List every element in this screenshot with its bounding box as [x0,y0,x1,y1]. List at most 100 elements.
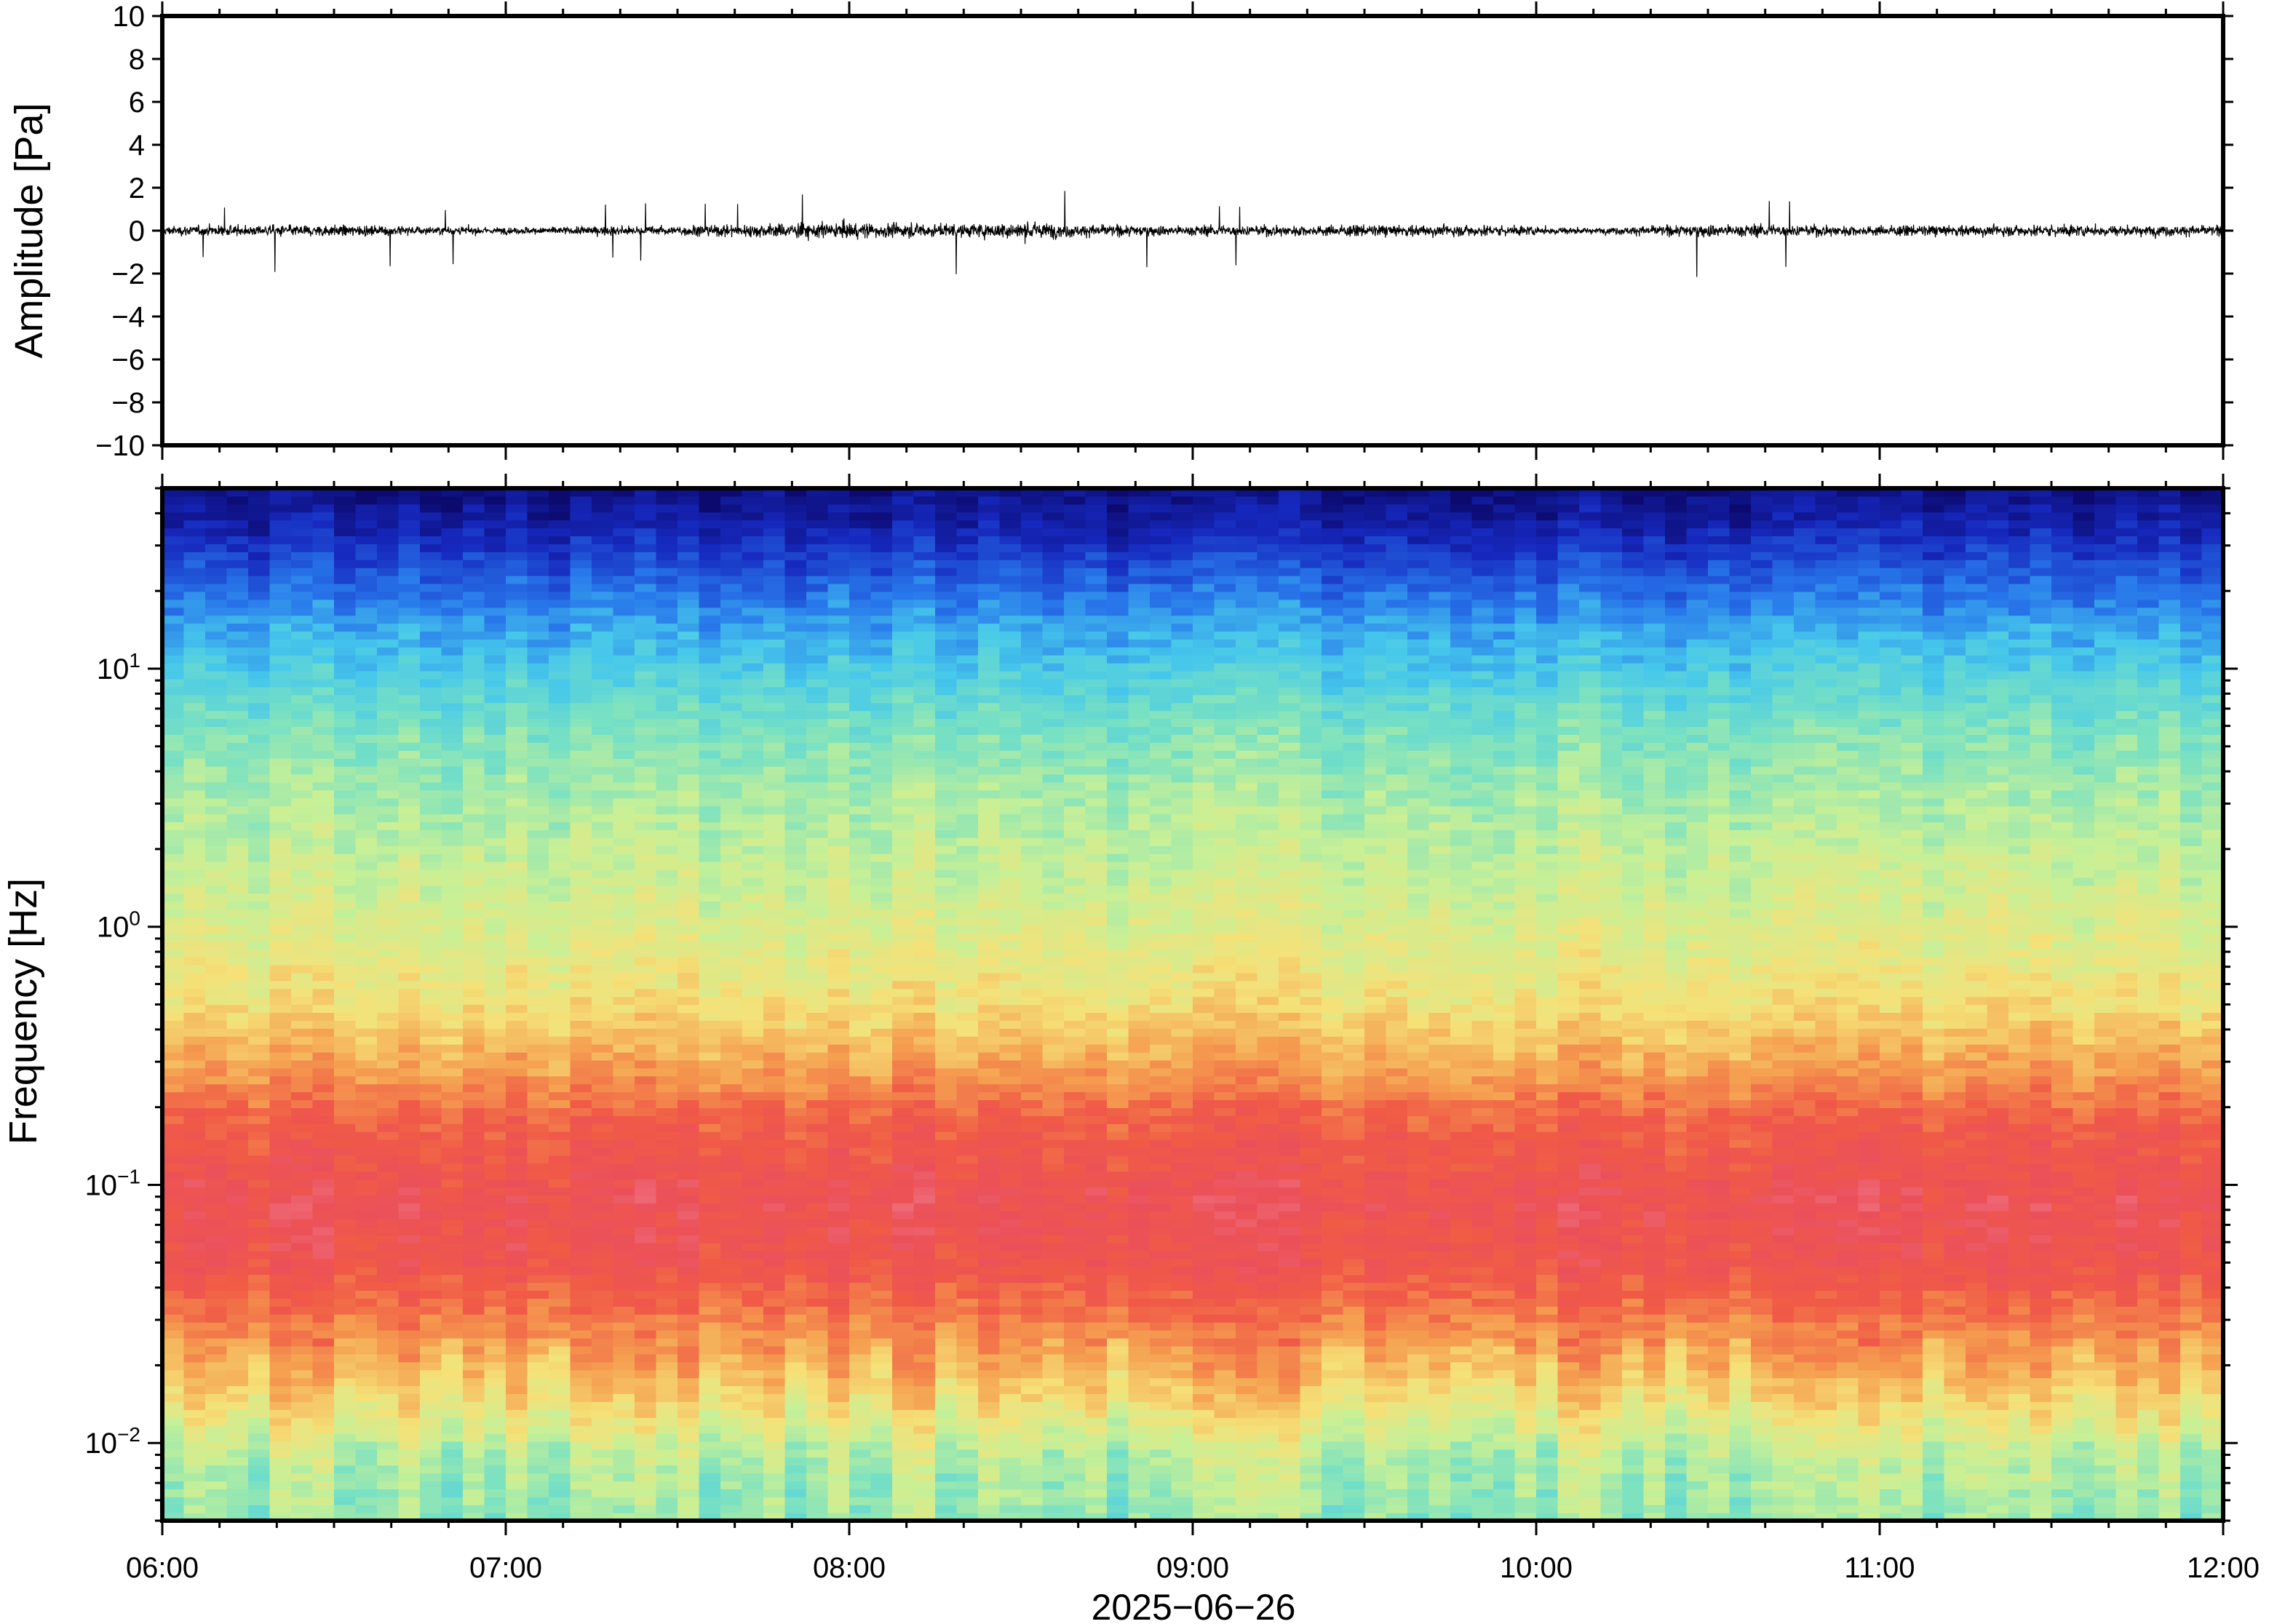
spectrogram-cell [784,1067,807,1077]
spectrogram-cell [956,1179,979,1188]
spectrogram-cell [183,576,206,584]
spectrogram-cell [849,576,872,584]
spectrogram-cell [720,552,743,560]
spectrogram-cell [892,1044,915,1053]
spectrogram-cell [248,1449,271,1458]
spectrogram-cell [870,1091,893,1101]
spectrogram-cell [463,694,485,704]
spectrogram-cell [506,702,528,712]
spectrogram-cell [527,1020,549,1029]
spectrogram-cell [699,829,721,838]
spectrogram-cell [913,591,936,600]
spectrogram-cell [248,1505,271,1513]
spectrogram-cell [870,893,893,902]
spectrogram-cell [183,1369,206,1379]
spectrogram-cell [183,1489,206,1497]
spectrogram-cell [849,1044,872,1053]
spectrogram-cell [527,1091,549,1101]
spectrogram-cell [549,1235,571,1243]
spectrogram-cell [592,488,614,497]
spectrogram-cell [334,789,357,799]
spectrogram-cell [570,829,592,838]
spectrogram-cell [269,1266,292,1275]
spectrogram-cell [592,805,614,815]
spectrogram-cell [935,909,958,918]
spectrogram-cell [827,1298,850,1307]
spectrogram-cell [570,1497,592,1505]
spectrogram-cell [635,1036,657,1045]
spectrogram-cell [463,980,485,990]
spectrogram-cell [720,1211,743,1219]
spectrogram-cell [892,1274,915,1283]
spectrogram-cell [420,520,442,529]
spectrogram-cell [870,1059,893,1069]
spectrogram-cell [226,552,249,560]
spectrogram-cell [635,1401,657,1410]
spectrogram-cell [892,917,915,926]
spectrogram-cell [613,1131,635,1140]
spectrogram-cell [269,964,292,974]
spectrogram-cell [742,488,764,497]
spectrogram-cell [699,1449,721,1458]
spectrogram-cell [699,512,721,521]
spectrogram-cell [420,949,442,958]
spectrogram-cell [441,528,464,537]
spectrogram-cell [248,1195,271,1203]
spectrogram-cell [870,1417,893,1426]
spectrogram-cell [635,1322,657,1331]
spectrogram-cell [892,639,915,648]
spectrogram-cell [355,694,378,704]
spectrogram-cell [549,1393,571,1402]
spectrogram-cell [763,631,786,640]
spectrogram-cell [398,1425,421,1434]
spectrogram-cell [269,1067,292,1077]
spectrogram-cell [441,552,464,560]
spectrogram-cell [677,861,700,870]
spectrogram-cell [420,1337,442,1347]
spectrogram-cell [549,1075,571,1085]
spectrogram-cell [549,1036,571,1045]
spectrogram-cell [806,1409,829,1418]
spectrogram-cell [291,1481,314,1489]
spectrogram-cell [892,1258,915,1267]
spectrogram-cell [527,576,549,584]
spectrogram-cell [506,877,528,886]
spectrogram-cell [784,901,807,910]
spectrogram-cell [355,678,378,688]
spectrogram-cell [742,972,764,982]
spectrogram-cell [441,773,464,783]
spectrogram-cell [312,1433,335,1442]
spectrogram-cell [484,1274,506,1283]
spectrogram-cell [742,686,764,696]
spectrogram-cell [549,781,571,791]
spectrogram-cell [226,655,249,664]
spectrogram-cell [635,1083,657,1093]
spectrogram-cell [763,1369,786,1379]
spectrogram-cell [527,781,549,791]
spectrogram-cell [506,766,528,775]
spectrogram-cell [913,1385,936,1394]
spectrogram-cell [248,1457,271,1466]
spectrogram-cell [699,1139,721,1148]
spectrogram-cell [377,1282,400,1291]
spectrogram-cell [312,503,335,513]
spectrogram-cell [162,536,185,545]
spectrogram-cell [291,1242,314,1251]
spectrogram-cell [334,1131,357,1140]
spectrogram-cell [183,1171,206,1180]
spectrogram-cell [205,1235,228,1243]
spectrogram-cell [248,853,271,862]
spectrogram-cell [377,1195,400,1203]
spectrogram-cell [720,544,743,552]
spectrogram-cell [677,1449,700,1458]
spectrogram-cell [484,941,506,950]
spectrogram-cell [377,917,400,926]
spectrogram-cell [463,813,485,823]
spectrogram-cell [162,488,185,497]
spectrogram-cell [892,1489,915,1497]
spectrogram-cell [312,1337,335,1347]
spectrogram-cell [784,1131,807,1140]
spectrogram-cell [763,1258,786,1267]
spectrogram-cell [656,655,678,664]
spectrogram-cell [205,1059,228,1069]
